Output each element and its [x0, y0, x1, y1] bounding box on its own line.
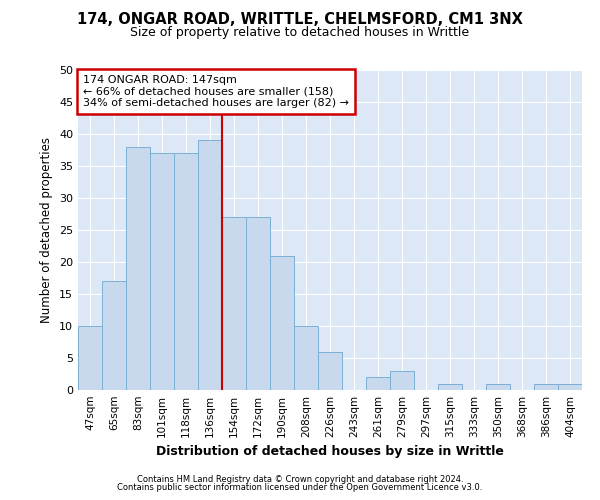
X-axis label: Distribution of detached houses by size in Writtle: Distribution of detached houses by size … — [156, 446, 504, 458]
Bar — [198, 140, 222, 390]
Text: 174, ONGAR ROAD, WRITTLE, CHELMSFORD, CM1 3NX: 174, ONGAR ROAD, WRITTLE, CHELMSFORD, CM… — [77, 12, 523, 28]
Y-axis label: Number of detached properties: Number of detached properties — [40, 137, 53, 323]
Text: Contains public sector information licensed under the Open Government Licence v3: Contains public sector information licen… — [118, 484, 482, 492]
Bar — [270, 256, 294, 390]
Bar — [438, 384, 462, 390]
Bar — [294, 326, 318, 390]
Bar — [486, 384, 510, 390]
Bar — [366, 377, 390, 390]
Bar — [558, 384, 582, 390]
Text: Size of property relative to detached houses in Writtle: Size of property relative to detached ho… — [130, 26, 470, 39]
Bar — [126, 147, 150, 390]
Bar — [246, 217, 270, 390]
Text: Contains HM Land Registry data © Crown copyright and database right 2024.: Contains HM Land Registry data © Crown c… — [137, 475, 463, 484]
Bar — [174, 153, 198, 390]
Bar — [102, 281, 126, 390]
Bar — [534, 384, 558, 390]
Bar — [318, 352, 342, 390]
Bar — [390, 371, 414, 390]
Bar — [78, 326, 102, 390]
Text: 174 ONGAR ROAD: 147sqm
← 66% of detached houses are smaller (158)
34% of semi-de: 174 ONGAR ROAD: 147sqm ← 66% of detached… — [83, 75, 349, 108]
Bar — [150, 153, 174, 390]
Bar — [222, 217, 246, 390]
